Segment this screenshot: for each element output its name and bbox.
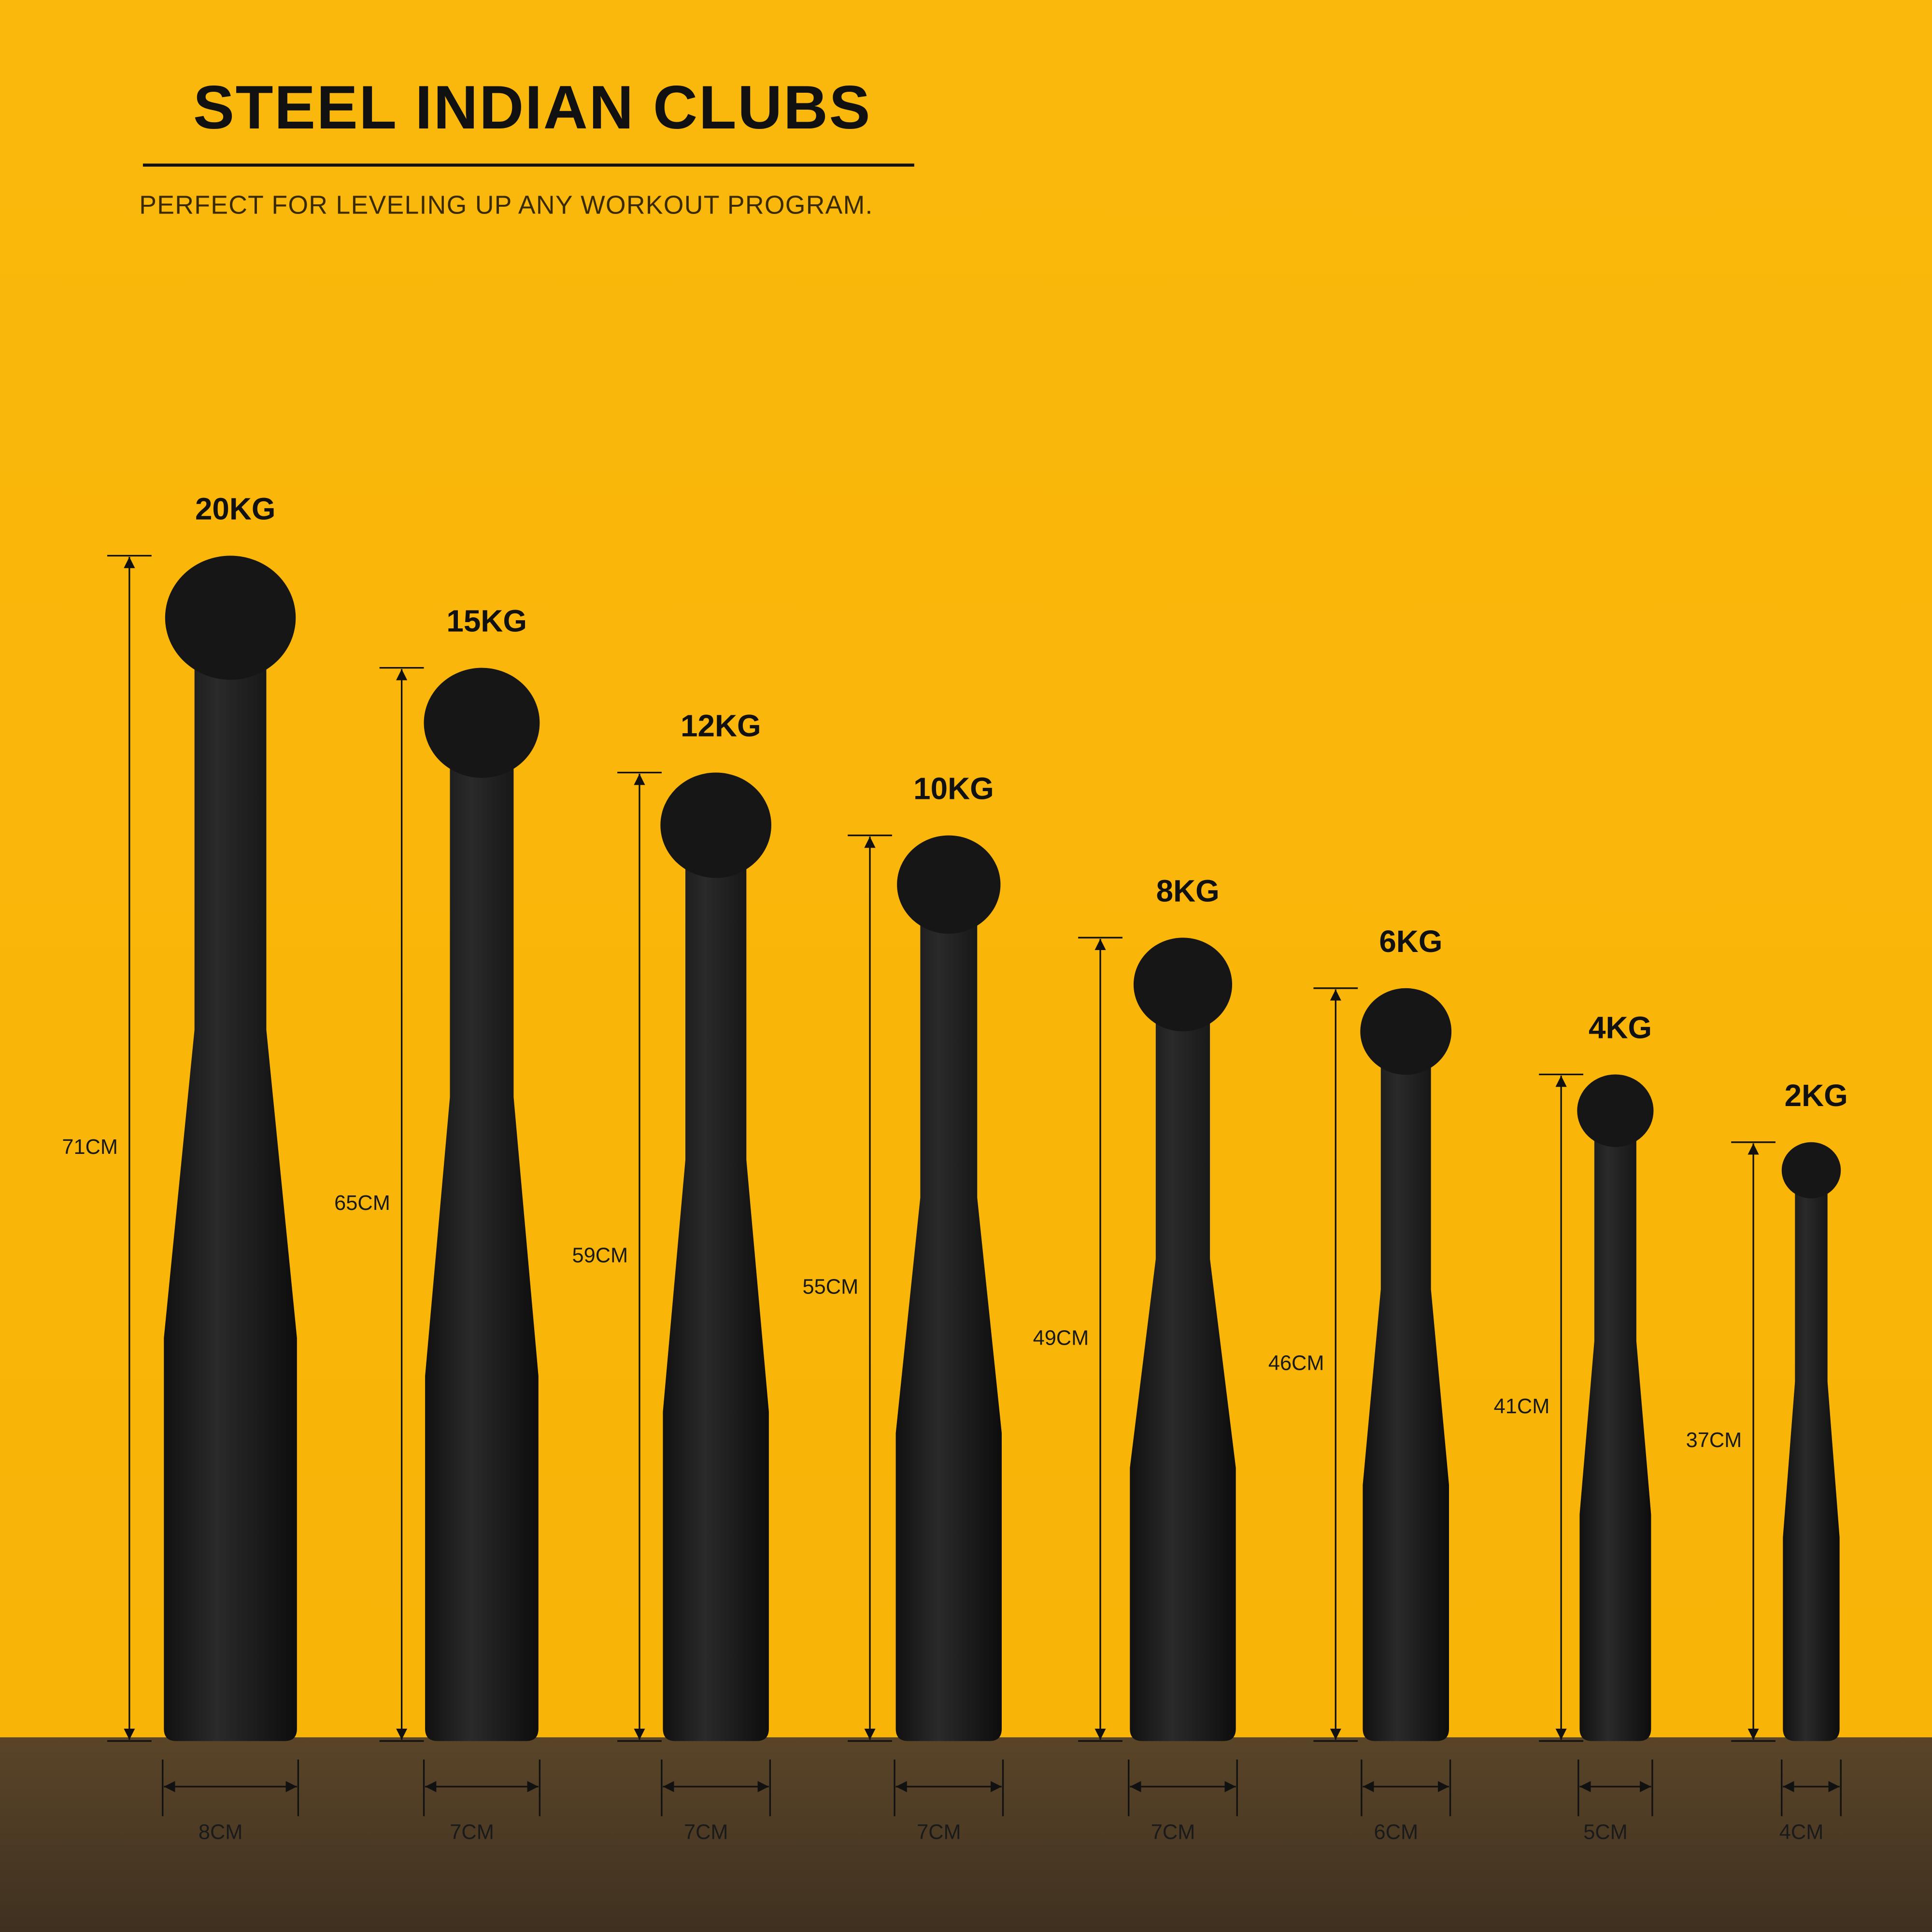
weight-label: 6KG (1379, 924, 1442, 959)
weight-label: 8KG (1156, 873, 1220, 908)
club-body (1783, 1192, 1840, 1741)
width-label: 6CM (1374, 1820, 1419, 1844)
height-label: 55CM (803, 1276, 859, 1299)
club-head (1360, 988, 1452, 1075)
weight-label: 12KG (681, 708, 761, 743)
club-head (1577, 1074, 1654, 1147)
height-label: 59CM (572, 1244, 628, 1267)
width-label: 5CM (1583, 1820, 1628, 1844)
weight-label: 15KG (446, 604, 527, 639)
height-label: 41CM (1494, 1395, 1550, 1418)
club-body (1363, 1065, 1449, 1741)
club-head (1133, 938, 1233, 1032)
club-body (425, 766, 539, 1741)
height-label: 49CM (1033, 1326, 1089, 1350)
club-body (663, 867, 769, 1741)
title: STEEL INDIAN CLUBS (193, 73, 871, 142)
height-label: 65CM (334, 1192, 390, 1215)
club-head (1781, 1142, 1841, 1199)
club-body (1579, 1139, 1651, 1741)
club-body (164, 667, 297, 1741)
width-label: 7CM (684, 1820, 728, 1844)
weight-label: 10KG (913, 771, 994, 806)
club-head (165, 555, 296, 680)
width-label: 7CM (917, 1820, 961, 1844)
club-head (424, 668, 540, 778)
height-label: 37CM (1686, 1429, 1742, 1452)
width-label: 8CM (199, 1820, 243, 1844)
height-label: 46CM (1268, 1352, 1324, 1375)
weight-label: 2KG (1785, 1078, 1848, 1113)
subtitle: PERFECT FOR LEVELING UP ANY WORKOUT PROG… (139, 191, 873, 220)
floor (0, 1737, 1932, 1932)
club-head (660, 772, 771, 878)
width-label: 7CM (1151, 1820, 1195, 1844)
weight-label: 20KG (195, 492, 276, 526)
club-body (895, 923, 1002, 1741)
height-label: 71CM (62, 1136, 118, 1159)
width-label: 4CM (1779, 1820, 1824, 1844)
club-body (1130, 1021, 1236, 1741)
club-head (897, 835, 1001, 934)
weight-label: 4KG (1589, 1010, 1652, 1045)
clubs: 20KG 71CM 8CM 15KG 65CM 7CM 12KG 59CM 7CM 10KG 55C… (62, 492, 1847, 1844)
width-label: 7CM (450, 1820, 494, 1844)
